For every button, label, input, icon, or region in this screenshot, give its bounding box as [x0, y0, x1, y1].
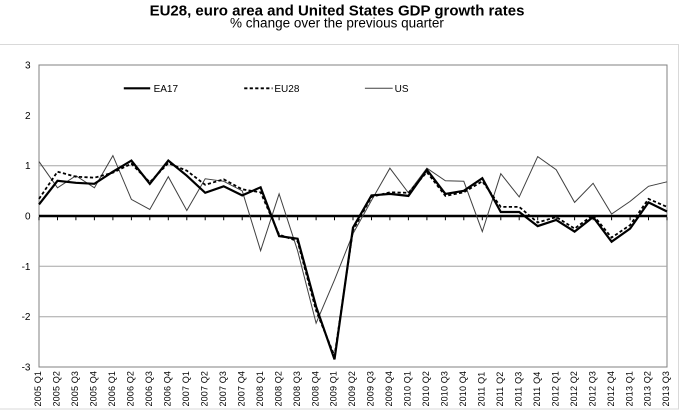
- svg-text:2005 Q4: 2005 Q4: [89, 371, 99, 407]
- svg-text:2007 Q1: 2007 Q1: [181, 371, 191, 407]
- svg-text:2012 Q3: 2012 Q3: [587, 371, 597, 407]
- svg-text:2013 Q1: 2013 Q1: [624, 371, 634, 407]
- svg-text:2007 Q4: 2007 Q4: [236, 371, 246, 407]
- svg-text:-1: -1: [22, 262, 31, 273]
- svg-text:2009 Q2: 2009 Q2: [347, 371, 357, 407]
- svg-text:-2: -2: [22, 312, 31, 323]
- svg-text:% change over the previous qua: % change over the previous quarter: [230, 16, 444, 31]
- svg-text:2006 Q4: 2006 Q4: [163, 371, 173, 407]
- svg-text:2008 Q4: 2008 Q4: [310, 371, 320, 407]
- svg-text:2010 Q4: 2010 Q4: [458, 371, 468, 407]
- svg-text:2006 Q1: 2006 Q1: [107, 371, 117, 407]
- svg-text:2006 Q2: 2006 Q2: [126, 371, 136, 407]
- svg-text:2005 Q1: 2005 Q1: [33, 371, 43, 407]
- svg-text:2005 Q3: 2005 Q3: [70, 371, 80, 407]
- svg-text:2005 Q2: 2005 Q2: [52, 371, 62, 407]
- svg-text:EA17: EA17: [154, 84, 179, 95]
- svg-text:2012 Q4: 2012 Q4: [606, 371, 616, 407]
- svg-text:2013 Q2: 2013 Q2: [643, 371, 653, 407]
- svg-text:EU28: EU28: [274, 84, 299, 95]
- svg-text:2011 Q4: 2011 Q4: [532, 372, 542, 407]
- svg-text:3: 3: [25, 61, 31, 72]
- svg-text:2009 Q4: 2009 Q4: [384, 371, 394, 407]
- svg-text:2010 Q2: 2010 Q2: [421, 371, 431, 407]
- svg-text:2012 Q2: 2012 Q2: [569, 371, 579, 407]
- svg-text:2009 Q1: 2009 Q1: [329, 371, 339, 407]
- svg-text:-3: -3: [22, 363, 31, 374]
- svg-text:2010 Q3: 2010 Q3: [440, 371, 450, 407]
- svg-text:2010 Q1: 2010 Q1: [403, 371, 413, 407]
- svg-text:US: US: [395, 84, 409, 95]
- svg-text:0: 0: [25, 212, 31, 223]
- svg-text:2007 Q3: 2007 Q3: [218, 371, 228, 407]
- svg-text:2011 Q2: 2011 Q2: [495, 372, 505, 407]
- svg-text:2013 Q3: 2013 Q3: [661, 371, 671, 407]
- svg-text:2006 Q3: 2006 Q3: [144, 371, 154, 407]
- svg-text:1: 1: [25, 161, 31, 172]
- svg-text:EU28, euro area and United Sta: EU28, euro area and United States GDP gr…: [150, 3, 525, 20]
- svg-text:2007 Q2: 2007 Q2: [199, 371, 209, 407]
- svg-text:2: 2: [25, 111, 31, 122]
- svg-text:2009 Q3: 2009 Q3: [366, 371, 376, 407]
- svg-text:2012 Q1: 2012 Q1: [550, 371, 560, 407]
- svg-text:2011 Q3: 2011 Q3: [513, 372, 523, 407]
- svg-text:2008 Q1: 2008 Q1: [255, 371, 265, 407]
- svg-text:2008 Q3: 2008 Q3: [292, 371, 302, 407]
- svg-text:2008 Q2: 2008 Q2: [273, 371, 283, 407]
- svg-text:2011 Q1: 2011 Q1: [477, 372, 487, 407]
